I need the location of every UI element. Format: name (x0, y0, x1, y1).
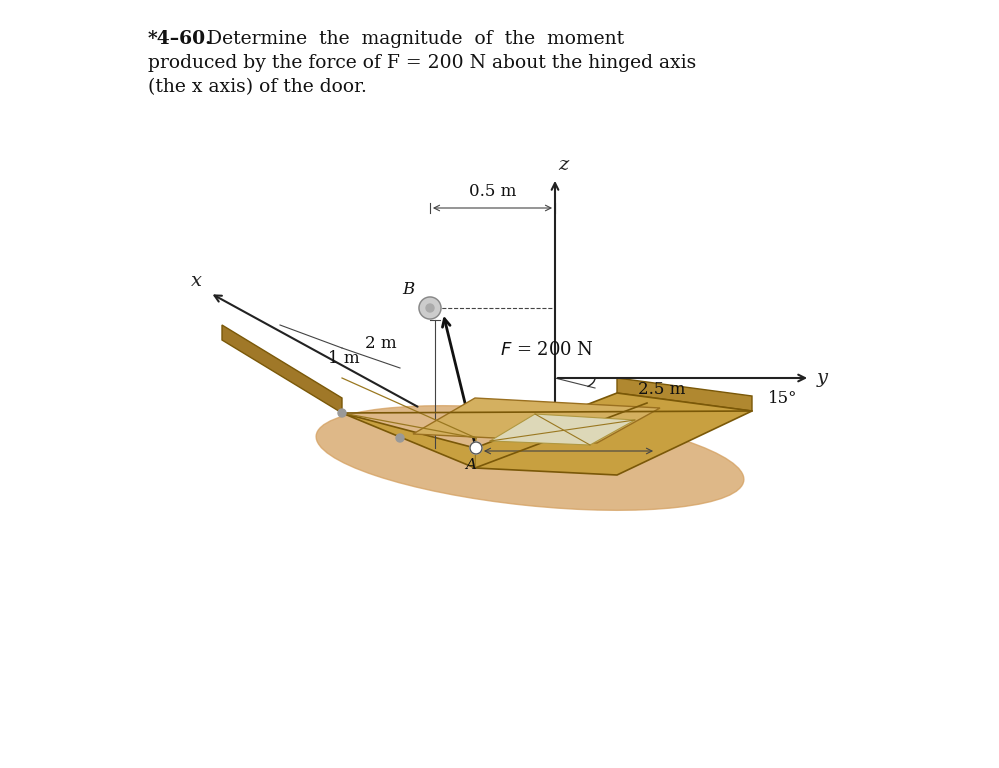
Text: 2.5 m: 2.5 m (638, 382, 685, 399)
Polygon shape (617, 378, 752, 411)
Text: A: A (466, 458, 477, 472)
Circle shape (338, 409, 346, 417)
Circle shape (419, 297, 441, 319)
Polygon shape (490, 414, 635, 445)
Text: z: z (558, 156, 568, 174)
Text: 1 m: 1 m (329, 350, 360, 367)
Text: y: y (817, 369, 828, 387)
Polygon shape (342, 393, 752, 475)
Text: 2 m: 2 m (366, 335, 397, 352)
Text: (the x axis) of the door.: (the x axis) of the door. (148, 78, 367, 96)
Text: 15°: 15° (768, 390, 797, 407)
Circle shape (470, 442, 482, 454)
Text: x: x (191, 272, 202, 290)
Text: produced by the force of F = 200 N about the hinged axis: produced by the force of F = 200 N about… (148, 54, 696, 72)
Circle shape (396, 434, 404, 442)
Ellipse shape (316, 406, 744, 510)
Text: Determine  the  magnitude  of  the  moment: Determine the magnitude of the moment (195, 30, 624, 48)
Text: *4–60.: *4–60. (148, 30, 213, 48)
Polygon shape (413, 398, 660, 443)
Text: B: B (403, 281, 415, 298)
Text: $F$ = 200 N: $F$ = 200 N (500, 341, 594, 359)
Polygon shape (222, 325, 342, 413)
Text: 0.5 m: 0.5 m (469, 183, 516, 200)
Circle shape (426, 304, 434, 312)
